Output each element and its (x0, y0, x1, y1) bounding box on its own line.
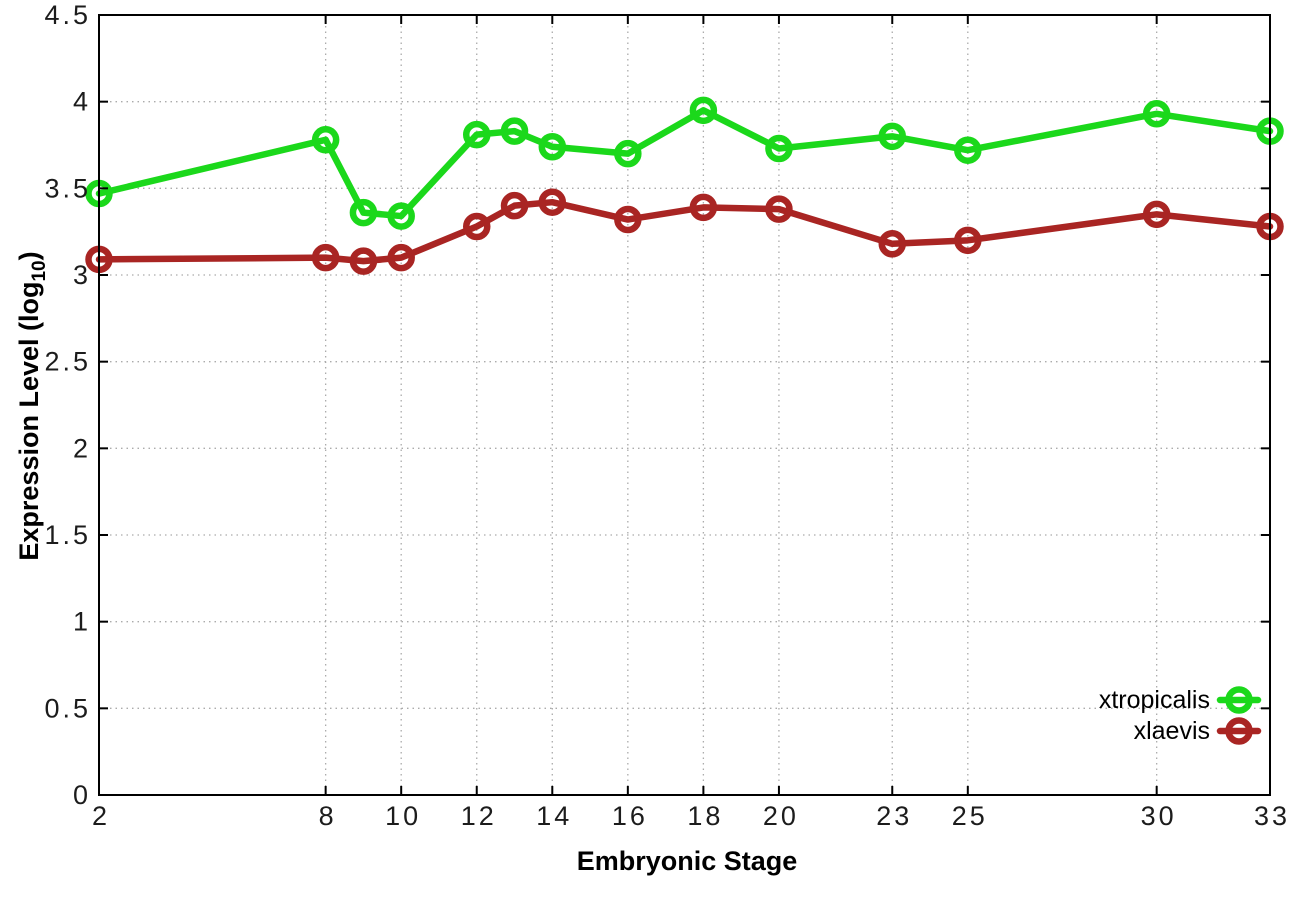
data-point-xlaevis (538, 188, 567, 216)
data-point-xlaevis (614, 205, 642, 234)
data-point-xlaevis (765, 195, 793, 223)
data-point-xlaevis (689, 193, 718, 222)
data-point-xtropicalis (614, 139, 642, 168)
legend-entry-xlaevis: xlaevis (1134, 717, 1262, 745)
data-point-xtropicalis (878, 122, 907, 151)
y-axis-title-close: ) (14, 251, 44, 260)
x-tick-label: 8 (319, 801, 337, 831)
y-tick-label: 1.5 (44, 520, 91, 550)
data-point-xtropicalis (765, 134, 793, 163)
x-tick-label: 14 (536, 801, 572, 831)
y-tick-label: 1 (73, 607, 91, 637)
data-point-xtropicalis (954, 136, 982, 164)
data-point-xtropicalis (689, 96, 718, 125)
x-tick-label: 33 (1254, 801, 1290, 831)
series-line-xlaevis (95, 198, 1274, 265)
tick-labels: 2 8 10 12 14 16 18 20 23 25 30 33 0 0.5 1 1.5 2 2.5 3 3.5 4 4… (44, 0, 1290, 831)
series-layer (85, 96, 1284, 275)
y-tick-label: 4.5 (44, 0, 91, 30)
legend-sample-marker (1225, 717, 1253, 745)
data-point-xlaevis (387, 243, 415, 272)
data-point-xlaevis (954, 226, 982, 255)
x-tick-label: 23 (876, 801, 912, 831)
y-axis-title: Expression Level (log10) (14, 251, 50, 560)
y-tick-label: 0 (73, 780, 91, 810)
y-axis-title-main: Expression Level (log (14, 282, 44, 561)
grid-lines (99, 15, 1270, 795)
x-tick-label: 16 (612, 801, 648, 831)
data-point-xlaevis (878, 230, 907, 258)
data-point-xlaevis (462, 212, 491, 241)
data-point-xlaevis (1142, 200, 1171, 229)
x-tick-label: 2 (92, 801, 110, 831)
data-point-xtropicalis (538, 132, 567, 161)
data-point-xlaevis (500, 191, 529, 220)
data-point-xtropicalis (1142, 100, 1171, 128)
legend-entry-xtropicalis: xtropicalis (1099, 686, 1262, 714)
legend-label-xlaevis: xlaevis (1134, 717, 1210, 745)
legend: xtropicalis xlaevis (1099, 686, 1262, 745)
y-tick-label: 2 (73, 433, 91, 463)
y-tick-label: 0.5 (44, 693, 91, 723)
data-point-xtropicalis (462, 120, 491, 149)
y-axis-title-subscript: 10 (29, 260, 50, 281)
axes (98, 14, 1271, 796)
plot-border (98, 14, 1271, 796)
x-tick-label: 12 (461, 801, 497, 831)
legend-sample-marker (1225, 686, 1253, 714)
data-point-xtropicalis (349, 198, 378, 227)
x-tick-label: 25 (952, 801, 988, 831)
y-tick-label: 4 (73, 87, 91, 117)
y-tick-label: 3 (73, 260, 91, 290)
data-point-xtropicalis (387, 202, 415, 230)
x-axis-title: Embryonic Stage (577, 846, 798, 876)
x-tick-label: 18 (687, 801, 723, 831)
x-tick-label: 20 (763, 801, 799, 831)
x-tick-label: 30 (1141, 801, 1177, 831)
legend-label-xtropicalis: xtropicalis (1099, 686, 1210, 714)
y-tick-label: 3.5 (44, 173, 91, 203)
data-point-xtropicalis (311, 126, 340, 154)
data-point-xlaevis (349, 247, 378, 275)
data-point-xlaevis (311, 243, 340, 272)
series-line-xtropicalis (95, 107, 1274, 220)
series-xlaevis (85, 188, 1284, 275)
y-tick-label: 2.5 (44, 347, 91, 377)
data-point-xtropicalis (500, 117, 529, 145)
x-tick-label: 10 (385, 801, 421, 831)
